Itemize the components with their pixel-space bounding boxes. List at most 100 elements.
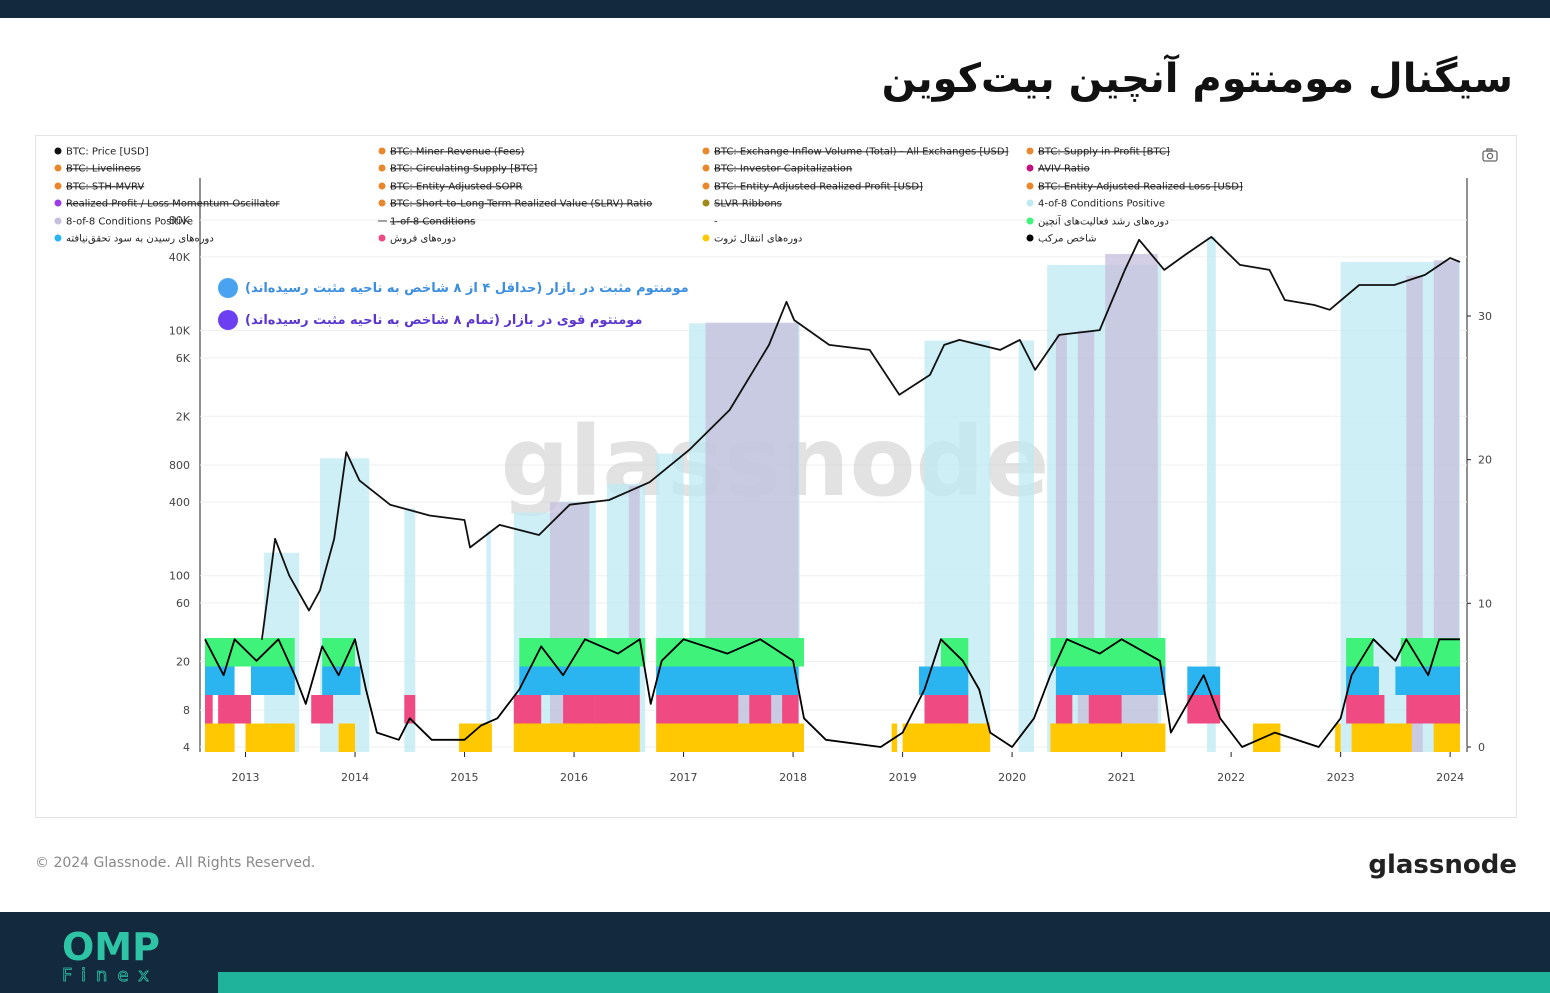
period-block	[513, 695, 542, 724]
legend-marker	[1026, 199, 1034, 207]
shade-band	[1018, 340, 1035, 752]
legend-label: شاخص مرکب	[1038, 234, 1097, 245]
annotation: مومنتوم قوی در بازار (تمام ۸ شاخص به ناح…	[245, 313, 642, 328]
period-block	[1088, 695, 1122, 724]
legend-label: BTC: Entity-Adjusted Realized Profit [US…	[714, 182, 923, 193]
legend-marker	[54, 147, 62, 155]
legend-marker	[702, 182, 710, 190]
period-block	[322, 638, 356, 667]
period-block	[1253, 723, 1281, 752]
period-block	[250, 666, 295, 695]
x-tick-label: 2018	[779, 771, 807, 784]
legend-label: BTC: Exchange Inflow Volume (Total) - Al…	[714, 147, 1009, 158]
legend-marker	[1026, 147, 1034, 155]
period-block	[1187, 666, 1221, 695]
x-tick-label: 2016	[560, 771, 588, 784]
x-tick-label: 2014	[341, 771, 369, 784]
period-block	[919, 666, 969, 695]
period-block	[749, 695, 772, 724]
period-block	[595, 695, 640, 724]
x-tick-label: 2023	[1327, 771, 1355, 784]
accent-bar	[218, 972, 1550, 993]
period-block	[1395, 666, 1460, 695]
legend-label: SLVR Ribbons	[714, 199, 782, 210]
period-block	[311, 695, 334, 724]
x-tick-label: 2021	[1108, 771, 1136, 784]
series-line	[204, 638, 1460, 748]
legend-label: BTC: Entity-Adjusted Realized Loss [USD]	[1038, 182, 1243, 193]
logo-sub: Finex	[62, 965, 159, 986]
period-block	[656, 723, 805, 752]
y-tick-label: 4	[183, 741, 190, 754]
legend-marker	[702, 147, 710, 155]
x-tick-label: 2024	[1436, 771, 1464, 784]
y2-tick-label: 30	[1478, 310, 1492, 323]
shade-band	[486, 530, 491, 752]
annotation: مومنتوم مثبت در بازار (حداقل ۴ از ۸ شاخص…	[245, 281, 689, 296]
series-line	[261, 236, 1461, 640]
camera-icon[interactable]	[1482, 148, 1498, 162]
legend-label: BTC: Investor Capitalization	[714, 164, 852, 175]
legend-label: Realized Profit / Loss Momentum Oscillat…	[66, 199, 280, 210]
legend-label: BTC: Short-to-Long-Term Realized Value (…	[390, 199, 652, 210]
y2-tick-label: 10	[1478, 597, 1492, 610]
legend-marker	[54, 234, 62, 242]
y-tick-label: 2K	[176, 410, 191, 423]
y-tick-label: 40K	[169, 251, 191, 264]
legend-label: BTC: Supply in Profit [BTC]	[1038, 147, 1170, 158]
period-block	[1050, 638, 1166, 667]
period-block	[1187, 695, 1221, 724]
period-block	[519, 666, 640, 695]
period-block	[1055, 666, 1166, 695]
legend-marker	[54, 182, 62, 190]
legend-marker	[1026, 182, 1034, 190]
period-block	[1400, 638, 1460, 667]
legend-marker	[1026, 217, 1034, 225]
x-tick-label: 2017	[670, 771, 698, 784]
period-block	[1433, 723, 1460, 752]
legend-marker	[378, 234, 386, 242]
shade-band	[1055, 333, 1067, 752]
legend-marker	[702, 234, 710, 242]
period-block	[205, 695, 213, 724]
period-block	[459, 723, 492, 752]
annotation-dot	[218, 278, 238, 298]
y-tick-label: 6K	[176, 352, 191, 365]
legend-label: BTC: Circulating Supply [BTC]	[390, 164, 537, 175]
period-block	[1406, 695, 1460, 724]
legend-label: 8-of-8 Conditions Positive	[66, 217, 193, 228]
shade-band	[1207, 236, 1216, 752]
period-block	[1346, 666, 1379, 695]
y-tick-label: 10K	[169, 325, 191, 338]
period-block	[1335, 723, 1341, 752]
legend-label: BTC: STH-MVRV	[66, 182, 144, 193]
legend-marker	[378, 164, 386, 172]
top-bar	[0, 0, 1550, 18]
legend-label: BTC: Entity-Adjusted SOPR	[390, 182, 523, 193]
y-tick-label: 800	[169, 459, 190, 472]
period-block	[1346, 695, 1385, 724]
legend-marker	[54, 199, 62, 207]
plot: 80K 40K 10K 6K 2K 800 400 100 60 20 8 4 0 10 20 30 2013 2…	[54, 147, 1492, 784]
y-tick-label: 20	[176, 655, 190, 668]
legend-marker	[54, 217, 62, 225]
legend-label: BTC: Liveliness	[66, 164, 141, 175]
period-block	[656, 695, 739, 724]
shade-band	[404, 508, 416, 752]
legend-label: AVIV Ratio	[1038, 164, 1090, 175]
legend-label: 1-of-8 Conditions	[390, 217, 475, 228]
legend-label: دوره‌های رسیدن به سود تحقق‌نیافته	[66, 234, 214, 245]
period-block	[1351, 723, 1412, 752]
period-block	[205, 638, 295, 667]
legend-marker	[54, 164, 62, 172]
period-block	[924, 695, 969, 724]
footer-brand: glassnode	[1368, 850, 1517, 880]
y-tick-label: 100	[169, 570, 190, 583]
period-block	[245, 723, 295, 752]
logo-name: OMP	[62, 925, 160, 969]
period-block	[218, 695, 251, 724]
y-tick-label: 80K	[169, 214, 191, 227]
period-block	[338, 723, 356, 752]
y2-tick-label: 0	[1478, 741, 1485, 754]
y2-tick-label: 20	[1478, 454, 1492, 467]
